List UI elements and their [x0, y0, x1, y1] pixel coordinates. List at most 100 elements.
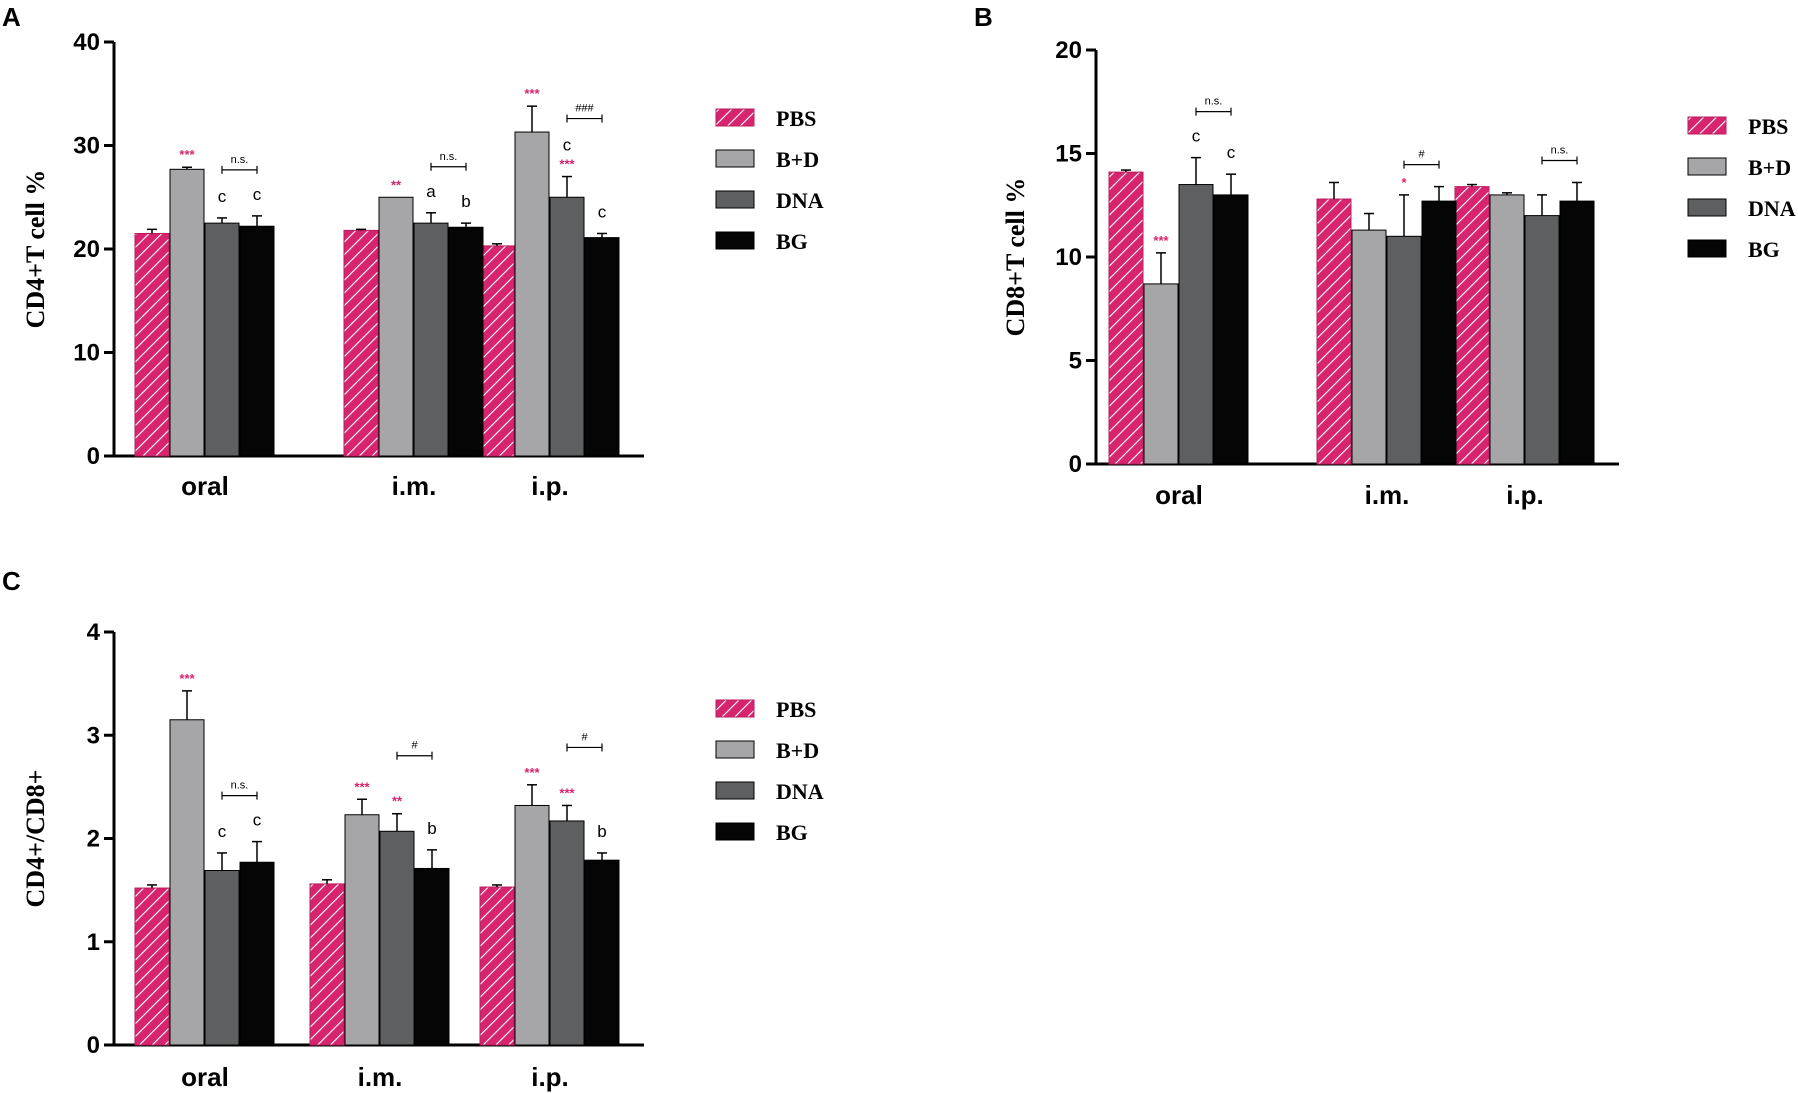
- y-tick-label: 1: [87, 929, 100, 956]
- bar-bd-oral: [169, 168, 205, 457]
- group-letter: c: [1192, 127, 1201, 146]
- panel-letter: C: [2, 566, 21, 596]
- bar-bd-ip: [514, 804, 550, 1046]
- bar-bd-ip: [1489, 194, 1525, 465]
- bar-dna-ip: [549, 820, 585, 1046]
- y-tick-label: 20: [1055, 37, 1082, 64]
- y-axis-label: CD4+/CD8+: [21, 770, 50, 908]
- y-tick-label: 2: [87, 826, 100, 853]
- legend-swatch: [715, 231, 755, 250]
- legend-label: PBS: [776, 697, 816, 722]
- significance-stars: ***: [524, 86, 540, 101]
- bar-bg-im: [448, 226, 484, 457]
- legend-swatch: [715, 822, 755, 841]
- bar-bd-im: [1351, 229, 1387, 465]
- bar-dna-oral: [204, 870, 240, 1046]
- bar-bg-ip: [1559, 200, 1595, 465]
- x-category-label: i.m.: [392, 471, 437, 501]
- significance-stars: *: [1401, 175, 1407, 190]
- bar-bg-ip: [584, 237, 620, 457]
- legend-label: B+D: [776, 147, 819, 172]
- significance-stars: ***: [1153, 233, 1169, 248]
- bar-bg-oral: [239, 225, 275, 457]
- legend-label: BG: [1748, 237, 1780, 262]
- group-letter: c: [253, 185, 262, 204]
- y-tick-label: 20: [73, 236, 100, 263]
- legend-label: DNA: [776, 779, 824, 804]
- y-tick-label: 4: [87, 619, 101, 646]
- bar-pbs-oral: [134, 232, 170, 457]
- x-category-label: oral: [1155, 480, 1203, 510]
- y-tick-label: 0: [87, 1032, 100, 1059]
- bar-pbs-ip: [479, 886, 515, 1046]
- significance-stars: ***: [559, 157, 575, 172]
- bar-bd-im: [378, 196, 414, 457]
- legend-swatch: [715, 149, 755, 168]
- comparison-label: n.s.: [440, 151, 458, 163]
- group-letter: c: [1227, 143, 1236, 162]
- legend-label: BG: [776, 229, 808, 254]
- significance-stars: ***: [524, 765, 540, 780]
- y-tick-label: 5: [1069, 348, 1082, 375]
- bar-pbs-ip: [1454, 186, 1490, 465]
- bar-dna-im: [413, 222, 449, 457]
- comparison-label: ###: [575, 103, 594, 115]
- y-axis-label: CD8+T cell %: [1001, 178, 1030, 337]
- group-letter: c: [598, 202, 607, 221]
- y-tick-label: 0: [87, 443, 100, 470]
- x-category-label: i.m.: [1365, 480, 1410, 510]
- group-letter: c: [253, 811, 262, 830]
- y-tick-label: 30: [73, 133, 100, 160]
- y-tick-label: 10: [1055, 244, 1082, 271]
- x-category-label: i.p.: [531, 1062, 569, 1092]
- legend-label: DNA: [1748, 196, 1796, 221]
- group-letter: c: [563, 136, 572, 155]
- significance-stars: **: [392, 794, 403, 809]
- x-category-label: i.p.: [531, 471, 569, 501]
- legend-swatch: [715, 108, 755, 127]
- bar-bg-oral: [1213, 194, 1249, 465]
- x-category-label: i.m.: [358, 1062, 403, 1092]
- bar-bg-im: [1421, 200, 1457, 465]
- significance-stars: ***: [354, 779, 370, 794]
- significance-stars: ***: [559, 785, 575, 800]
- bar-pbs-oral: [1108, 171, 1144, 465]
- comparison-label: #: [581, 731, 588, 743]
- significance-stars: ***: [179, 147, 195, 162]
- y-axis-label: CD4+T cell %: [21, 170, 50, 329]
- bar-bd-im: [344, 814, 380, 1046]
- group-letter: b: [461, 192, 470, 211]
- legend-label: DNA: [776, 188, 824, 213]
- legend-swatch: [715, 190, 755, 209]
- bar-dna-im: [379, 830, 415, 1046]
- legend-swatch: [1687, 239, 1727, 258]
- significance-stars: ***: [179, 671, 195, 686]
- legend-swatch: [715, 781, 755, 800]
- bar-pbs-ip: [479, 245, 515, 457]
- bar-bg-oral: [239, 861, 275, 1046]
- bar-pbs-im: [1316, 198, 1352, 465]
- group-letter: a: [426, 182, 436, 201]
- legend-swatch: [715, 740, 755, 759]
- panel-letter: B: [974, 2, 993, 32]
- bar-dna-im: [1386, 235, 1422, 465]
- y-tick-label: 40: [73, 29, 100, 56]
- comparison-label: n.s.: [1551, 144, 1569, 156]
- significance-stars: **: [391, 177, 402, 192]
- bar-pbs-im: [309, 883, 345, 1046]
- group-letter: b: [597, 822, 606, 841]
- comparison-label: #: [411, 740, 418, 752]
- group-letter: b: [427, 819, 436, 838]
- legend-swatch: [1687, 157, 1727, 176]
- bar-dna-ip: [1524, 215, 1560, 465]
- bar-bd-ip: [514, 131, 550, 457]
- bar-dna-ip: [549, 196, 585, 457]
- comparison-label: n.s.: [231, 154, 249, 166]
- comparison-label: #: [1418, 149, 1425, 161]
- y-tick-label: 10: [73, 340, 100, 367]
- bar-bd-oral: [169, 719, 205, 1046]
- legend-label: BG: [776, 820, 808, 845]
